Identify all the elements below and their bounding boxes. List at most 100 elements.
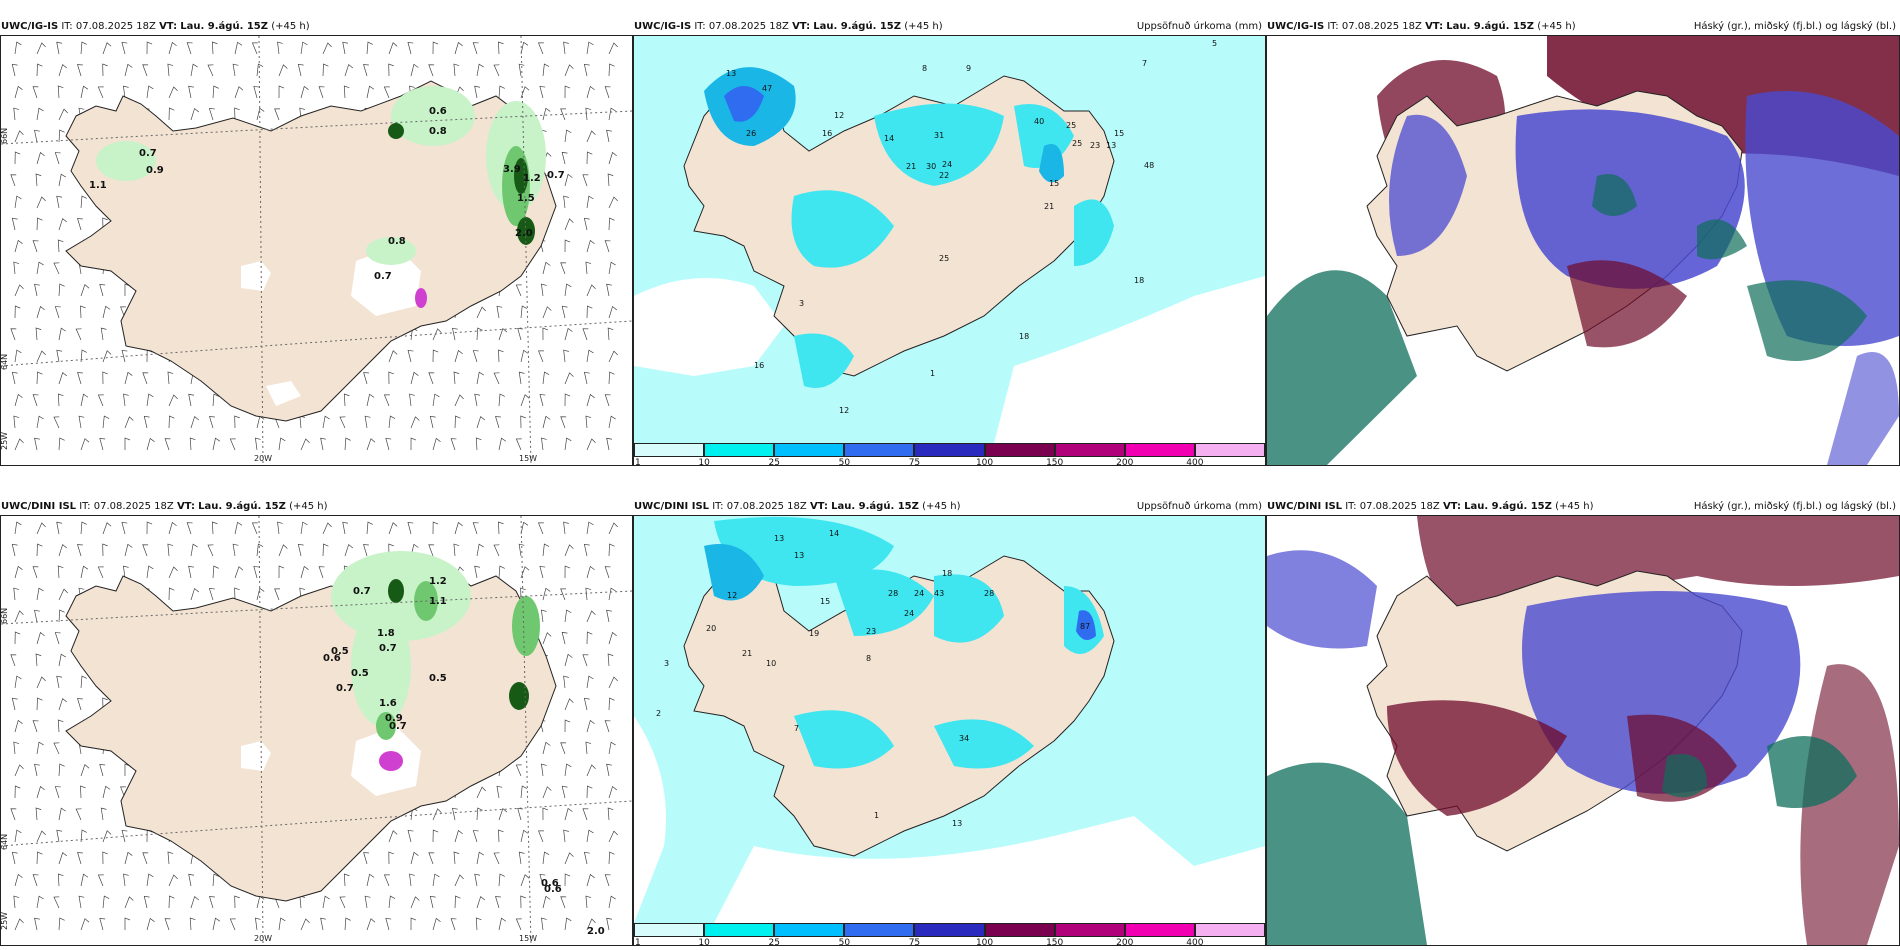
wind-barb bbox=[454, 349, 463, 363]
wind-barb bbox=[35, 807, 42, 821]
value-label: 48 bbox=[1144, 161, 1154, 170]
wind-barb bbox=[102, 350, 112, 363]
wind-barb bbox=[34, 283, 40, 297]
value-label: 3 bbox=[664, 659, 669, 668]
wind-barb bbox=[256, 107, 265, 121]
precip-colorbar: 1 10 25 50 75 100 150 200 400 bbox=[634, 923, 1265, 945]
wind-barb bbox=[342, 521, 349, 535]
wind-barb bbox=[229, 438, 236, 451]
wind-barb bbox=[432, 829, 439, 843]
wind-barb bbox=[80, 675, 87, 689]
panel-precip-dini: UWC/DINI ISL IT: 07.08.2025 18Z VT: Lau.… bbox=[633, 500, 1266, 946]
wind-barb bbox=[542, 327, 549, 341]
wind-barb bbox=[564, 698, 574, 711]
panel-clouds-dini: UWC/DINI ISL IT: 07.08.2025 18Z VT: Lau.… bbox=[1266, 500, 1900, 946]
value-label: 0.8 bbox=[388, 236, 406, 247]
value-label: 24 bbox=[942, 160, 952, 169]
wind-barb bbox=[212, 85, 219, 99]
wind-barb bbox=[472, 42, 479, 55]
wind-barb bbox=[36, 63, 43, 77]
colorbar-swatch bbox=[634, 923, 705, 937]
wind-barb bbox=[80, 873, 89, 887]
value-label: 28 bbox=[984, 589, 994, 598]
colorbar-label: 100 bbox=[975, 458, 994, 466]
colorbar-swatch bbox=[1124, 443, 1195, 457]
panel-wind-dini: UWC/DINI ISL IT: 07.08.2025 18Z VT: Lau.… bbox=[0, 500, 633, 946]
wind-barb bbox=[58, 763, 65, 777]
value-label: 2.0 bbox=[587, 926, 605, 937]
wind-barb bbox=[585, 587, 592, 601]
colorbar-label: 1 bbox=[635, 458, 641, 466]
wind-barb bbox=[189, 437, 196, 451]
wind-barb bbox=[542, 107, 551, 121]
wind-barb bbox=[586, 85, 595, 99]
wind-barb bbox=[36, 631, 45, 645]
precip-value-labels: 0.6 0.8 0.7 0.9 1.1 3.9 1.2 0.7 1.5 2.0 … bbox=[89, 106, 565, 282]
wind-barb bbox=[123, 873, 129, 887]
wind-barb bbox=[607, 807, 614, 821]
wind-barb bbox=[608, 741, 616, 755]
wind-barb bbox=[58, 609, 65, 623]
wind-barb bbox=[564, 544, 574, 557]
wind-barb bbox=[497, 41, 504, 55]
wind-barb bbox=[56, 829, 63, 843]
value-label: 15 bbox=[1114, 129, 1124, 138]
wind-precip-map[interactable]: 0.7 1.2 1.1 0.5 0.6 0.5 0.7 1.8 0.7 0.5 … bbox=[0, 515, 633, 946]
colorbar-label: 10 bbox=[698, 458, 710, 466]
wind-barb bbox=[167, 543, 174, 557]
wind-barb bbox=[102, 217, 108, 231]
value-label: 40 bbox=[1034, 117, 1044, 126]
accumulated-precip-map[interactable]: 14 13 13 18 28 43 87 20 21 10 19 23 12 2… bbox=[633, 515, 1266, 946]
wind-barb bbox=[124, 896, 134, 909]
wind-barb bbox=[364, 895, 371, 909]
wind-barb bbox=[14, 675, 22, 689]
wind-barb bbox=[58, 588, 68, 601]
wind-barb bbox=[100, 807, 107, 821]
wind-barb bbox=[80, 349, 87, 363]
wind-barb bbox=[277, 521, 283, 535]
wind-barb bbox=[14, 41, 22, 55]
value-label: 1.1 bbox=[89, 180, 107, 191]
wind-barb bbox=[585, 261, 592, 275]
wind-barb bbox=[407, 349, 414, 363]
wind-barb bbox=[58, 851, 68, 865]
value-label: 43 bbox=[934, 589, 944, 598]
wind-barb bbox=[102, 851, 108, 865]
accumulated-precip-map[interactable]: 13 8 9 7 5 26 47 12 31 40 25 23 16 14 21… bbox=[633, 35, 1266, 466]
wind-barb bbox=[344, 917, 351, 931]
wind-barb bbox=[561, 151, 568, 165]
wind-barb bbox=[168, 587, 175, 601]
wind-barb bbox=[53, 742, 60, 755]
wind-barb bbox=[300, 565, 309, 579]
wind-barb bbox=[564, 173, 573, 187]
wind-precip-map[interactable]: 0.6 0.8 0.7 0.9 1.1 3.9 1.2 0.7 1.5 2.0 … bbox=[0, 35, 633, 466]
wind-barb bbox=[97, 394, 104, 407]
value-label: 0.7 bbox=[547, 170, 565, 181]
wind-barb bbox=[538, 830, 544, 843]
graticule bbox=[1, 36, 632, 465]
wind-barb bbox=[564, 85, 571, 99]
wind-barb bbox=[34, 763, 40, 777]
wind-barb bbox=[432, 917, 441, 931]
value-label: 12 bbox=[727, 591, 737, 600]
cloud-cover-map[interactable] bbox=[1266, 515, 1900, 946]
wind-barb bbox=[121, 349, 128, 363]
wind-barb bbox=[474, 393, 481, 407]
cloud-cover-map[interactable] bbox=[1266, 35, 1900, 466]
value-label: 18 bbox=[1019, 332, 1029, 341]
wind-barb bbox=[606, 763, 612, 777]
value-label: 0.5 bbox=[331, 646, 349, 657]
wind-barb bbox=[36, 217, 43, 231]
wind-barb bbox=[388, 63, 394, 77]
wind-barb bbox=[320, 917, 326, 931]
value-label: 34 bbox=[959, 734, 969, 743]
wind-barb bbox=[58, 697, 68, 711]
wind-barb bbox=[36, 42, 46, 55]
value-label: 24 bbox=[904, 609, 914, 618]
wind-barb bbox=[607, 327, 614, 341]
wind-barb bbox=[58, 63, 68, 77]
wind-barb bbox=[120, 786, 126, 799]
graticule-labels: 20W 15W 66N 64N 25W bbox=[1, 608, 537, 943]
wind-barb bbox=[608, 305, 617, 319]
glacier bbox=[241, 741, 271, 771]
